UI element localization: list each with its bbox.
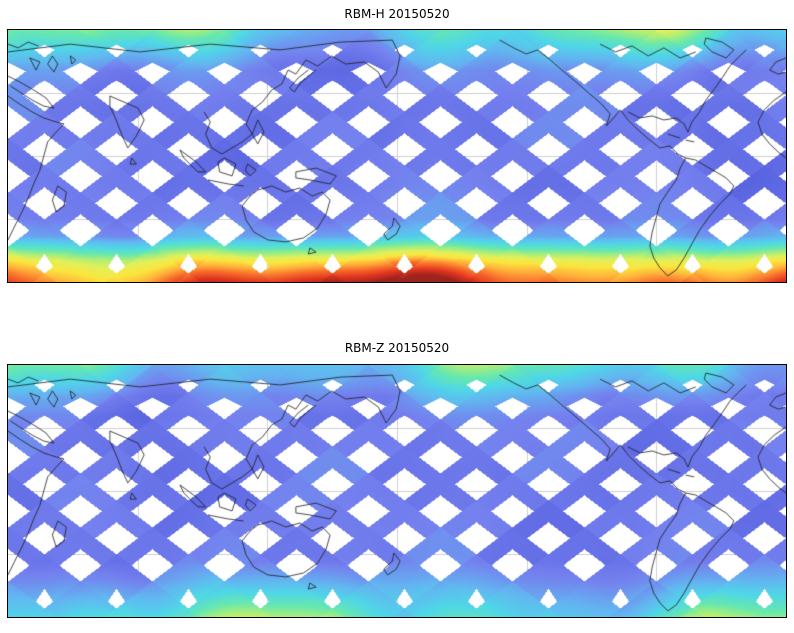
swath-map-rbm-h [7, 29, 787, 283]
swath-map-rbm-z [7, 364, 787, 618]
panel-title-rbm-z: RBM-Z 20150520 [344, 341, 450, 355]
panel-title-rbm-h: RBM-H 20150520 [344, 7, 450, 21]
